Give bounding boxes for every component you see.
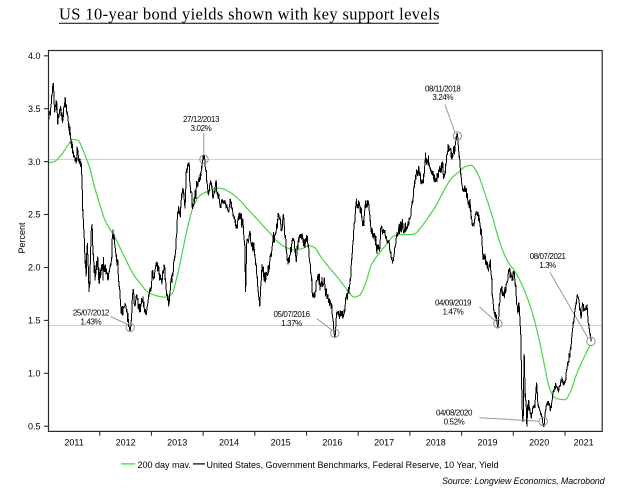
svg-text:2017: 2017: [374, 438, 394, 448]
svg-text:2.0: 2.0: [28, 263, 41, 273]
svg-text:04/09/2019: 04/09/2019: [435, 299, 472, 308]
svg-text:25/07/2012: 25/07/2012: [73, 309, 110, 318]
svg-text:08/11/2018: 08/11/2018: [425, 84, 461, 93]
svg-text:05/07/2016: 05/07/2016: [273, 310, 310, 319]
svg-text:2.5: 2.5: [28, 210, 41, 220]
svg-text:2020: 2020: [529, 438, 549, 448]
svg-text:3.5: 3.5: [28, 104, 41, 114]
svg-text:0.52%: 0.52%: [444, 417, 465, 426]
svg-text:2012: 2012: [116, 438, 136, 448]
svg-text:2011: 2011: [64, 438, 83, 448]
svg-text:Percent: Percent: [17, 222, 27, 254]
svg-text:Source: Longview Economics, Ma: Source: Longview Economics, Macrobond: [442, 476, 605, 486]
svg-text:1.0: 1.0: [28, 369, 41, 379]
svg-text:3.24%: 3.24%: [432, 93, 453, 102]
svg-text:04/08/2020: 04/08/2020: [436, 409, 473, 418]
svg-text:2021: 2021: [574, 438, 594, 448]
svg-text:US 10-year bond yields shown w: US 10-year bond yields shown with key su…: [59, 5, 440, 24]
svg-text:200 day mav.: 200 day mav.: [138, 460, 191, 470]
svg-text:United States, Government Benc: United States, Government Benchmarks, Fe…: [207, 460, 499, 470]
svg-text:3.02%: 3.02%: [191, 124, 212, 133]
svg-text:1.3%: 1.3%: [539, 261, 556, 270]
svg-text:0.5: 0.5: [28, 421, 41, 431]
svg-text:2016: 2016: [322, 438, 342, 448]
svg-text:2019: 2019: [477, 438, 497, 448]
svg-text:1.5: 1.5: [28, 316, 41, 326]
svg-text:2013: 2013: [167, 438, 187, 448]
svg-text:1.43%: 1.43%: [81, 317, 102, 326]
svg-text:1.37%: 1.37%: [281, 319, 302, 328]
svg-text:27/12/2013: 27/12/2013: [183, 115, 220, 124]
svg-text:1.47%: 1.47%: [443, 307, 464, 316]
svg-text:2018: 2018: [426, 438, 446, 448]
svg-text:08/07/2021: 08/07/2021: [530, 252, 567, 261]
svg-text:2014: 2014: [219, 438, 239, 448]
svg-text:4.0: 4.0: [28, 51, 41, 61]
svg-text:2015: 2015: [271, 438, 291, 448]
svg-text:3.0: 3.0: [28, 157, 41, 167]
